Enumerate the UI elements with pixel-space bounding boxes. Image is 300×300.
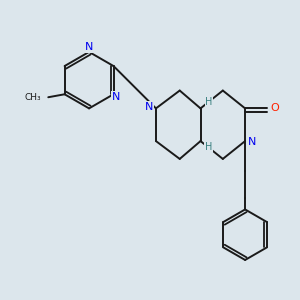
- Text: CH₃: CH₃: [24, 93, 41, 102]
- Text: N: N: [112, 92, 120, 102]
- Text: N: N: [248, 137, 256, 147]
- Text: H: H: [205, 142, 212, 152]
- Text: O: O: [271, 103, 279, 113]
- Text: N: N: [85, 43, 93, 52]
- Text: H: H: [205, 98, 212, 107]
- Text: N: N: [145, 102, 154, 112]
